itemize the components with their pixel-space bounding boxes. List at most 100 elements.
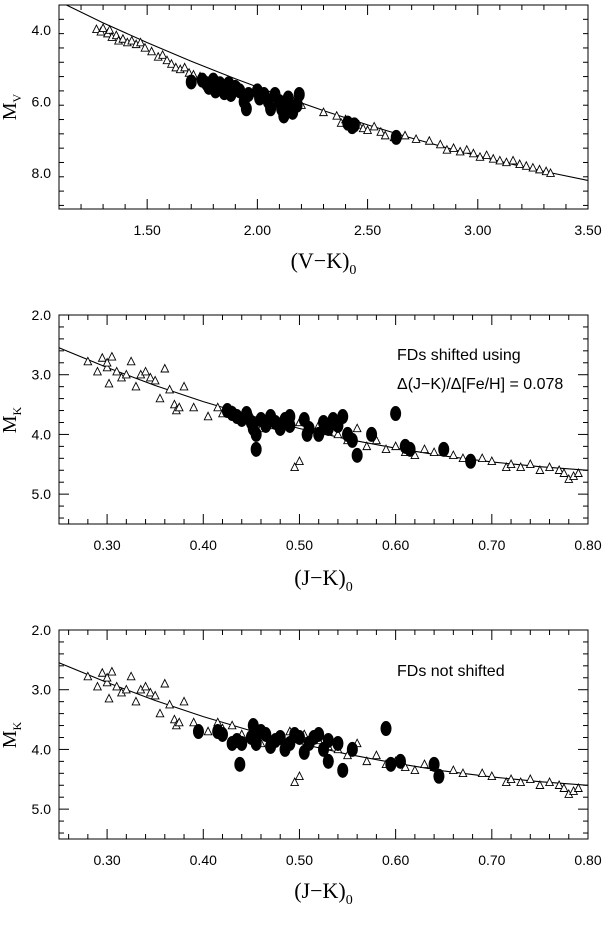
triangle-point: [165, 699, 175, 709]
x-tick-label: 3.00: [464, 222, 491, 238]
y-tick-label: 2.0: [32, 307, 52, 323]
y-axis-title: MV: [0, 93, 24, 120]
triangle-point: [290, 777, 300, 786]
triangle-point: [534, 164, 545, 174]
triangle-point: [462, 144, 472, 154]
triangle-point: [91, 24, 102, 34]
filled-point: [303, 420, 315, 436]
triangle-point: [482, 150, 492, 160]
triangle-point: [495, 155, 505, 165]
triangle-point: [83, 356, 93, 366]
filled-point: [250, 441, 262, 457]
filled-point: [366, 426, 378, 442]
annotation-text: FDs not shifted: [397, 663, 505, 680]
triangle-point: [516, 462, 526, 471]
triangle-point: [352, 423, 362, 433]
filled-point: [385, 756, 397, 772]
triangle-point: [179, 381, 189, 391]
x-tick-label: 0.50: [286, 537, 313, 553]
triangle-point: [126, 356, 136, 366]
triangle-point: [455, 146, 465, 156]
triangle-point: [468, 148, 478, 158]
x-axis-title: (V−K)0: [291, 248, 357, 278]
triangle-point: [158, 49, 168, 59]
y-tick-label: 6.0: [32, 94, 52, 110]
filled-point: [351, 447, 363, 463]
triangle-point: [525, 459, 535, 468]
x-tick-label: 0.30: [93, 537, 120, 553]
triangle-point: [369, 121, 379, 131]
plot-area: [59, 662, 588, 798]
triangle-point: [371, 750, 381, 760]
filled-point: [428, 756, 440, 772]
x-tick-label: 0.70: [478, 537, 505, 553]
triangle-point: [227, 720, 237, 730]
triangle-point: [92, 681, 103, 691]
x-tick-label: 0.80: [574, 852, 601, 868]
triangle-point: [410, 765, 420, 775]
triangle-point: [573, 467, 583, 477]
filled-point: [240, 101, 252, 117]
triangle-point: [333, 429, 343, 439]
triangle-point: [104, 693, 114, 703]
triangle-point: [141, 681, 151, 691]
filled-point: [348, 117, 360, 133]
triangle-point: [97, 352, 107, 362]
filled-point: [337, 762, 349, 778]
triangle-point: [545, 167, 556, 177]
triangle-point: [166, 58, 176, 68]
y-axis-title: MK: [0, 406, 24, 433]
triangle-point: [391, 441, 401, 451]
triangle-point: [104, 378, 114, 388]
filled-point: [250, 735, 262, 751]
y-tick-label: 4.0: [32, 741, 52, 757]
filled-point: [390, 129, 402, 145]
triangle-point: [528, 162, 538, 172]
triangle-point: [97, 667, 107, 677]
plot-area: [65, 5, 588, 181]
filled-point: [234, 756, 246, 772]
triangle-point: [554, 780, 564, 789]
y-tick-label: 2.0: [32, 622, 52, 638]
triangle-point: [136, 37, 146, 47]
triangle-point: [376, 126, 386, 136]
triangle-point: [458, 453, 468, 463]
triangle-point: [102, 357, 112, 367]
triangle-point: [150, 375, 160, 385]
triangle-point: [554, 465, 564, 474]
x-tick-label: 0.70: [478, 852, 505, 868]
triangle-point: [448, 765, 458, 775]
triangle-point: [140, 42, 150, 52]
annotation-text: Δ(J−K)/Δ[Fe/H] = 0.078: [397, 376, 563, 393]
filled-point: [337, 409, 349, 425]
triangle-point: [145, 372, 155, 382]
triangle-point: [362, 756, 372, 766]
chart-panel-3: 0.30 0.40 0.50 0.60 0.70 0.80 2.0 3.0 4.0 5.0 (J−K…: [0, 622, 602, 908]
triangle-point: [419, 444, 430, 454]
triangle-point: [358, 123, 368, 133]
filled-point: [284, 417, 296, 433]
triangle-point: [131, 696, 141, 706]
filled-point: [243, 86, 255, 102]
triangle-point: [535, 465, 545, 474]
filled-point: [380, 721, 392, 737]
triangle-point: [174, 402, 184, 412]
triangle-point: [294, 456, 304, 465]
filled-point: [332, 735, 344, 751]
triangle-point: [102, 677, 112, 687]
annotation-text: FDs shifted using: [397, 347, 521, 364]
triangle-point: [521, 160, 531, 170]
filled-point: [260, 727, 272, 742]
filled-point: [322, 753, 334, 769]
filled-point: [274, 729, 286, 745]
filled-point: [217, 727, 229, 742]
triangle-point: [102, 362, 112, 372]
x-tick-label: 0.60: [382, 852, 409, 868]
triangle-point: [171, 62, 181, 72]
triangle-point: [477, 768, 487, 778]
triangle-point: [488, 153, 498, 163]
triangle-point: [179, 696, 189, 706]
triangle-point: [83, 671, 93, 681]
x-tick-label: 0.40: [190, 537, 217, 553]
